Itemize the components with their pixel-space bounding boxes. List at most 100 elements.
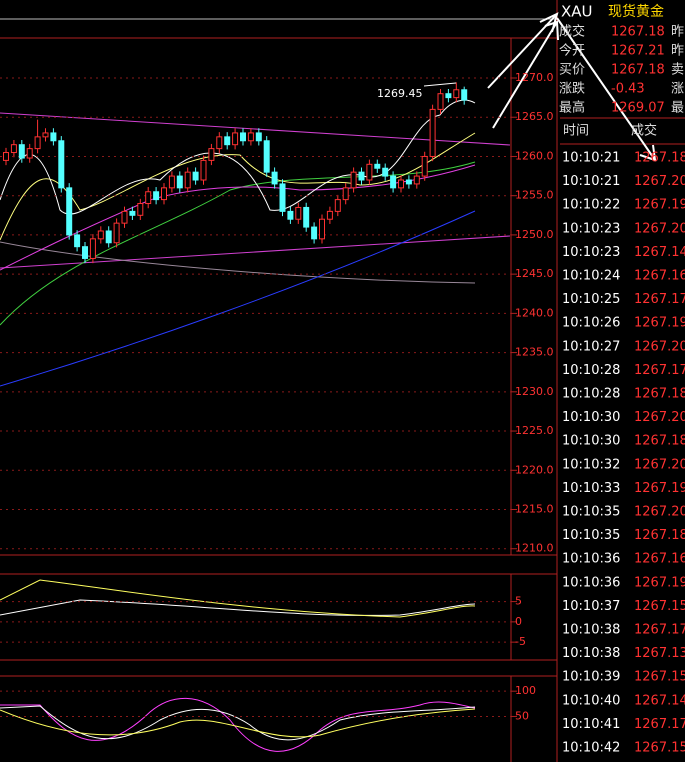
candle-body bbox=[200, 159, 207, 181]
candle-body bbox=[232, 132, 239, 146]
trade-time: 10:10:23 bbox=[562, 245, 620, 260]
quote-value: 1269.07 bbox=[611, 101, 665, 116]
y-tick-label: 1220.0 bbox=[515, 463, 554, 476]
candle-body bbox=[271, 171, 278, 185]
quote-extra: 涨 bbox=[671, 82, 684, 97]
ma-line bbox=[0, 210, 476, 387]
candle-body bbox=[74, 234, 81, 248]
trade-price: 1267.17 bbox=[634, 623, 685, 638]
ma-line bbox=[0, 241, 476, 284]
y-tick-label: 1240.0 bbox=[515, 306, 554, 319]
trade-time: 10:10:30 bbox=[562, 434, 620, 449]
candle-body bbox=[137, 203, 144, 216]
trade-time: 10:10:22 bbox=[562, 198, 620, 213]
quote-label: 最高 bbox=[559, 100, 585, 116]
trade-time: 10:10:42 bbox=[562, 741, 620, 756]
candle-body bbox=[429, 108, 436, 157]
candle-body bbox=[326, 210, 333, 220]
candle-body bbox=[319, 218, 325, 240]
y-tick-label: 1250.0 bbox=[515, 228, 554, 241]
trade-time: 10:10:21 bbox=[562, 174, 620, 189]
candle-body bbox=[192, 171, 199, 181]
candle-body bbox=[224, 136, 231, 146]
trade-price: 1267.18 bbox=[634, 434, 685, 449]
symbol-code: XAU bbox=[561, 3, 593, 21]
trade-time: 10:10:25 bbox=[562, 292, 620, 307]
overlays bbox=[0, 99, 511, 752]
trade-time: 10:10:38 bbox=[562, 623, 620, 638]
trades-header: 成交 bbox=[631, 123, 657, 139]
y-tick-label: 5 bbox=[515, 595, 522, 608]
y-tick-label: 50 bbox=[515, 709, 529, 722]
quote-value: 1267.18 bbox=[611, 25, 665, 40]
candle-body bbox=[334, 199, 341, 212]
quote-extra: 最 bbox=[671, 101, 684, 116]
y-tick-label: 1245.0 bbox=[515, 267, 554, 280]
candle-body bbox=[263, 140, 270, 173]
trade-price: 1267.20 bbox=[634, 505, 685, 520]
candle-body bbox=[240, 132, 246, 142]
trade-time: 10:10:30 bbox=[562, 410, 620, 425]
trade-price: 1267.20 bbox=[634, 221, 685, 236]
y-tick-label: 1210.0 bbox=[515, 542, 554, 555]
quote-extra: 卖 bbox=[671, 63, 684, 78]
trade-time: 10:10:28 bbox=[562, 387, 620, 402]
candle-body bbox=[129, 210, 136, 216]
trade-time: 10:10:37 bbox=[562, 599, 620, 614]
candle-body bbox=[161, 187, 167, 201]
trade-time: 10:10:35 bbox=[562, 528, 620, 543]
candle-body bbox=[121, 210, 128, 224]
y-tick-label: 1260.0 bbox=[515, 149, 554, 162]
trade-time: 10:10:23 bbox=[562, 221, 620, 236]
trade-price: 1267.19 bbox=[634, 481, 685, 496]
y-tick-label: 1215.0 bbox=[515, 502, 554, 515]
trade-time: 10:10:36 bbox=[562, 552, 620, 567]
candle-body bbox=[366, 163, 373, 181]
trade-price: 1267.17 bbox=[634, 363, 685, 378]
trades-header: 时间 bbox=[563, 124, 589, 139]
candle-body bbox=[113, 222, 120, 244]
high-label: 1269.45 bbox=[377, 87, 423, 100]
candle-body bbox=[26, 148, 33, 159]
candle-body bbox=[184, 171, 191, 189]
quote-extra: 昨 bbox=[671, 44, 684, 59]
candle-body bbox=[153, 191, 160, 201]
candle-body bbox=[208, 148, 215, 161]
trade-price: 1267.17 bbox=[634, 717, 685, 732]
trade-price: 1267.16 bbox=[634, 269, 685, 284]
candle-body bbox=[97, 230, 104, 240]
trade-price: 1267.16 bbox=[634, 552, 685, 567]
quote-value: -0.43 bbox=[611, 82, 645, 97]
candle-body bbox=[382, 167, 389, 177]
candle-body bbox=[421, 155, 428, 177]
trade-time: 10:10:24 bbox=[562, 269, 620, 284]
candle-body bbox=[89, 238, 96, 259]
trade-price: 1267.15 bbox=[634, 741, 685, 756]
symbol-name: 现货黄金 bbox=[608, 3, 664, 20]
candle-body bbox=[287, 210, 294, 220]
y-tick-label: 100 bbox=[515, 684, 536, 697]
candle-body bbox=[3, 152, 9, 161]
trade-time: 10:10:35 bbox=[562, 505, 620, 520]
y-tick-label: 1270.0 bbox=[515, 71, 554, 84]
trade-price: 1267.18 bbox=[634, 387, 685, 402]
y-tick-label: 1235.0 bbox=[515, 346, 554, 359]
kdj-line bbox=[0, 708, 476, 738]
candle-body bbox=[58, 140, 65, 189]
candle-body bbox=[358, 171, 365, 181]
candle-body bbox=[445, 93, 452, 99]
ma-line bbox=[0, 132, 476, 241]
candle-body bbox=[82, 246, 88, 259]
arrow bbox=[492, 20, 559, 129]
trade-price: 1267.13 bbox=[634, 646, 685, 661]
trade-price: 1267.20 bbox=[634, 174, 685, 189]
quote-extra: 昨 bbox=[671, 25, 684, 40]
candle-body bbox=[342, 187, 349, 201]
candle-body bbox=[145, 191, 152, 205]
quote-label: 成交 bbox=[559, 24, 585, 40]
candle-body bbox=[390, 175, 397, 189]
trade-price: 1267.14 bbox=[634, 693, 685, 708]
